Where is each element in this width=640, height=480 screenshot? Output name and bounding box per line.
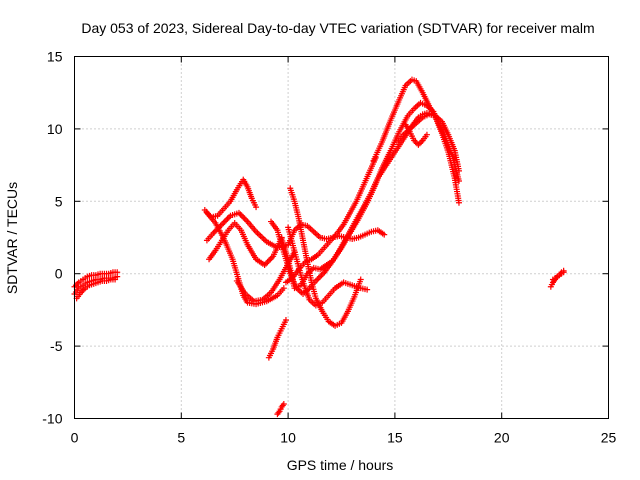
series-arc-k (287, 185, 364, 329)
data-point (211, 228, 218, 235)
data-point (237, 211, 244, 218)
data-point (415, 141, 422, 148)
data-point (418, 138, 425, 145)
data-point (253, 204, 260, 211)
data-point (317, 273, 324, 280)
x-tick-label: 25 (601, 430, 617, 446)
series-arc-d (201, 176, 260, 221)
series-arc-u (549, 267, 567, 283)
data-point (557, 270, 564, 277)
data-point (267, 256, 274, 263)
data-point (79, 288, 86, 295)
series-arc-i (265, 317, 289, 361)
data-point (280, 401, 287, 408)
data-point (114, 269, 121, 276)
x-axis-label: GPS time / hours (287, 457, 394, 473)
data-point (423, 131, 430, 138)
x-tick-label: 5 (177, 430, 185, 446)
series-arc-j (274, 401, 287, 418)
data-point (455, 199, 462, 206)
data-point (364, 286, 371, 293)
data-point (263, 260, 270, 267)
y-tick-label: 5 (55, 193, 63, 209)
data-point (221, 218, 228, 225)
grid (74, 56, 609, 419)
data-point (416, 140, 423, 147)
series-arc-n (282, 154, 379, 286)
x-tick-label: 10 (280, 430, 296, 446)
y-tick-label: 10 (47, 121, 63, 137)
data-point (265, 257, 272, 264)
data-point (72, 282, 79, 289)
data-point (357, 276, 364, 283)
chart-title: Day 053 of 2023, Sidereal Day-to-day VTE… (81, 20, 594, 36)
data-point (282, 317, 289, 324)
data-point (241, 215, 248, 222)
y-tick-label: -10 (42, 411, 62, 427)
data-point (224, 215, 231, 222)
data-point (80, 286, 87, 293)
series-arc-p (268, 99, 462, 297)
data-point (240, 214, 247, 221)
x-tick-label: 0 (71, 430, 79, 446)
data-marks (71, 76, 567, 418)
y-tick-label: 15 (47, 49, 63, 65)
data-point (315, 275, 322, 282)
tick-labels: 0 5 10 15 20 25 -10 -5 0 5 10 15 (42, 49, 616, 446)
series-arc-s (402, 121, 430, 148)
series-arc-q (370, 76, 462, 206)
series-arc-r (394, 111, 462, 174)
data-point (455, 167, 462, 174)
data-point (280, 285, 287, 292)
plot-frame (74, 56, 609, 419)
data-point (223, 217, 230, 224)
data-point (220, 220, 227, 227)
data-point (243, 217, 250, 224)
y-axis-label: SDTVAR / TECUs (4, 182, 20, 294)
x-tick-label: 15 (387, 430, 403, 446)
x-tick-label: 20 (494, 430, 510, 446)
data-point (314, 276, 321, 283)
data-point (318, 272, 325, 279)
data-point (560, 267, 567, 274)
y-tick-label: 0 (55, 266, 63, 282)
y-tick-label: -5 (50, 338, 63, 354)
data-point (381, 231, 388, 238)
series-arc-c (73, 276, 119, 302)
data-point (112, 276, 119, 283)
data-point (455, 178, 462, 185)
data-point (74, 280, 81, 287)
